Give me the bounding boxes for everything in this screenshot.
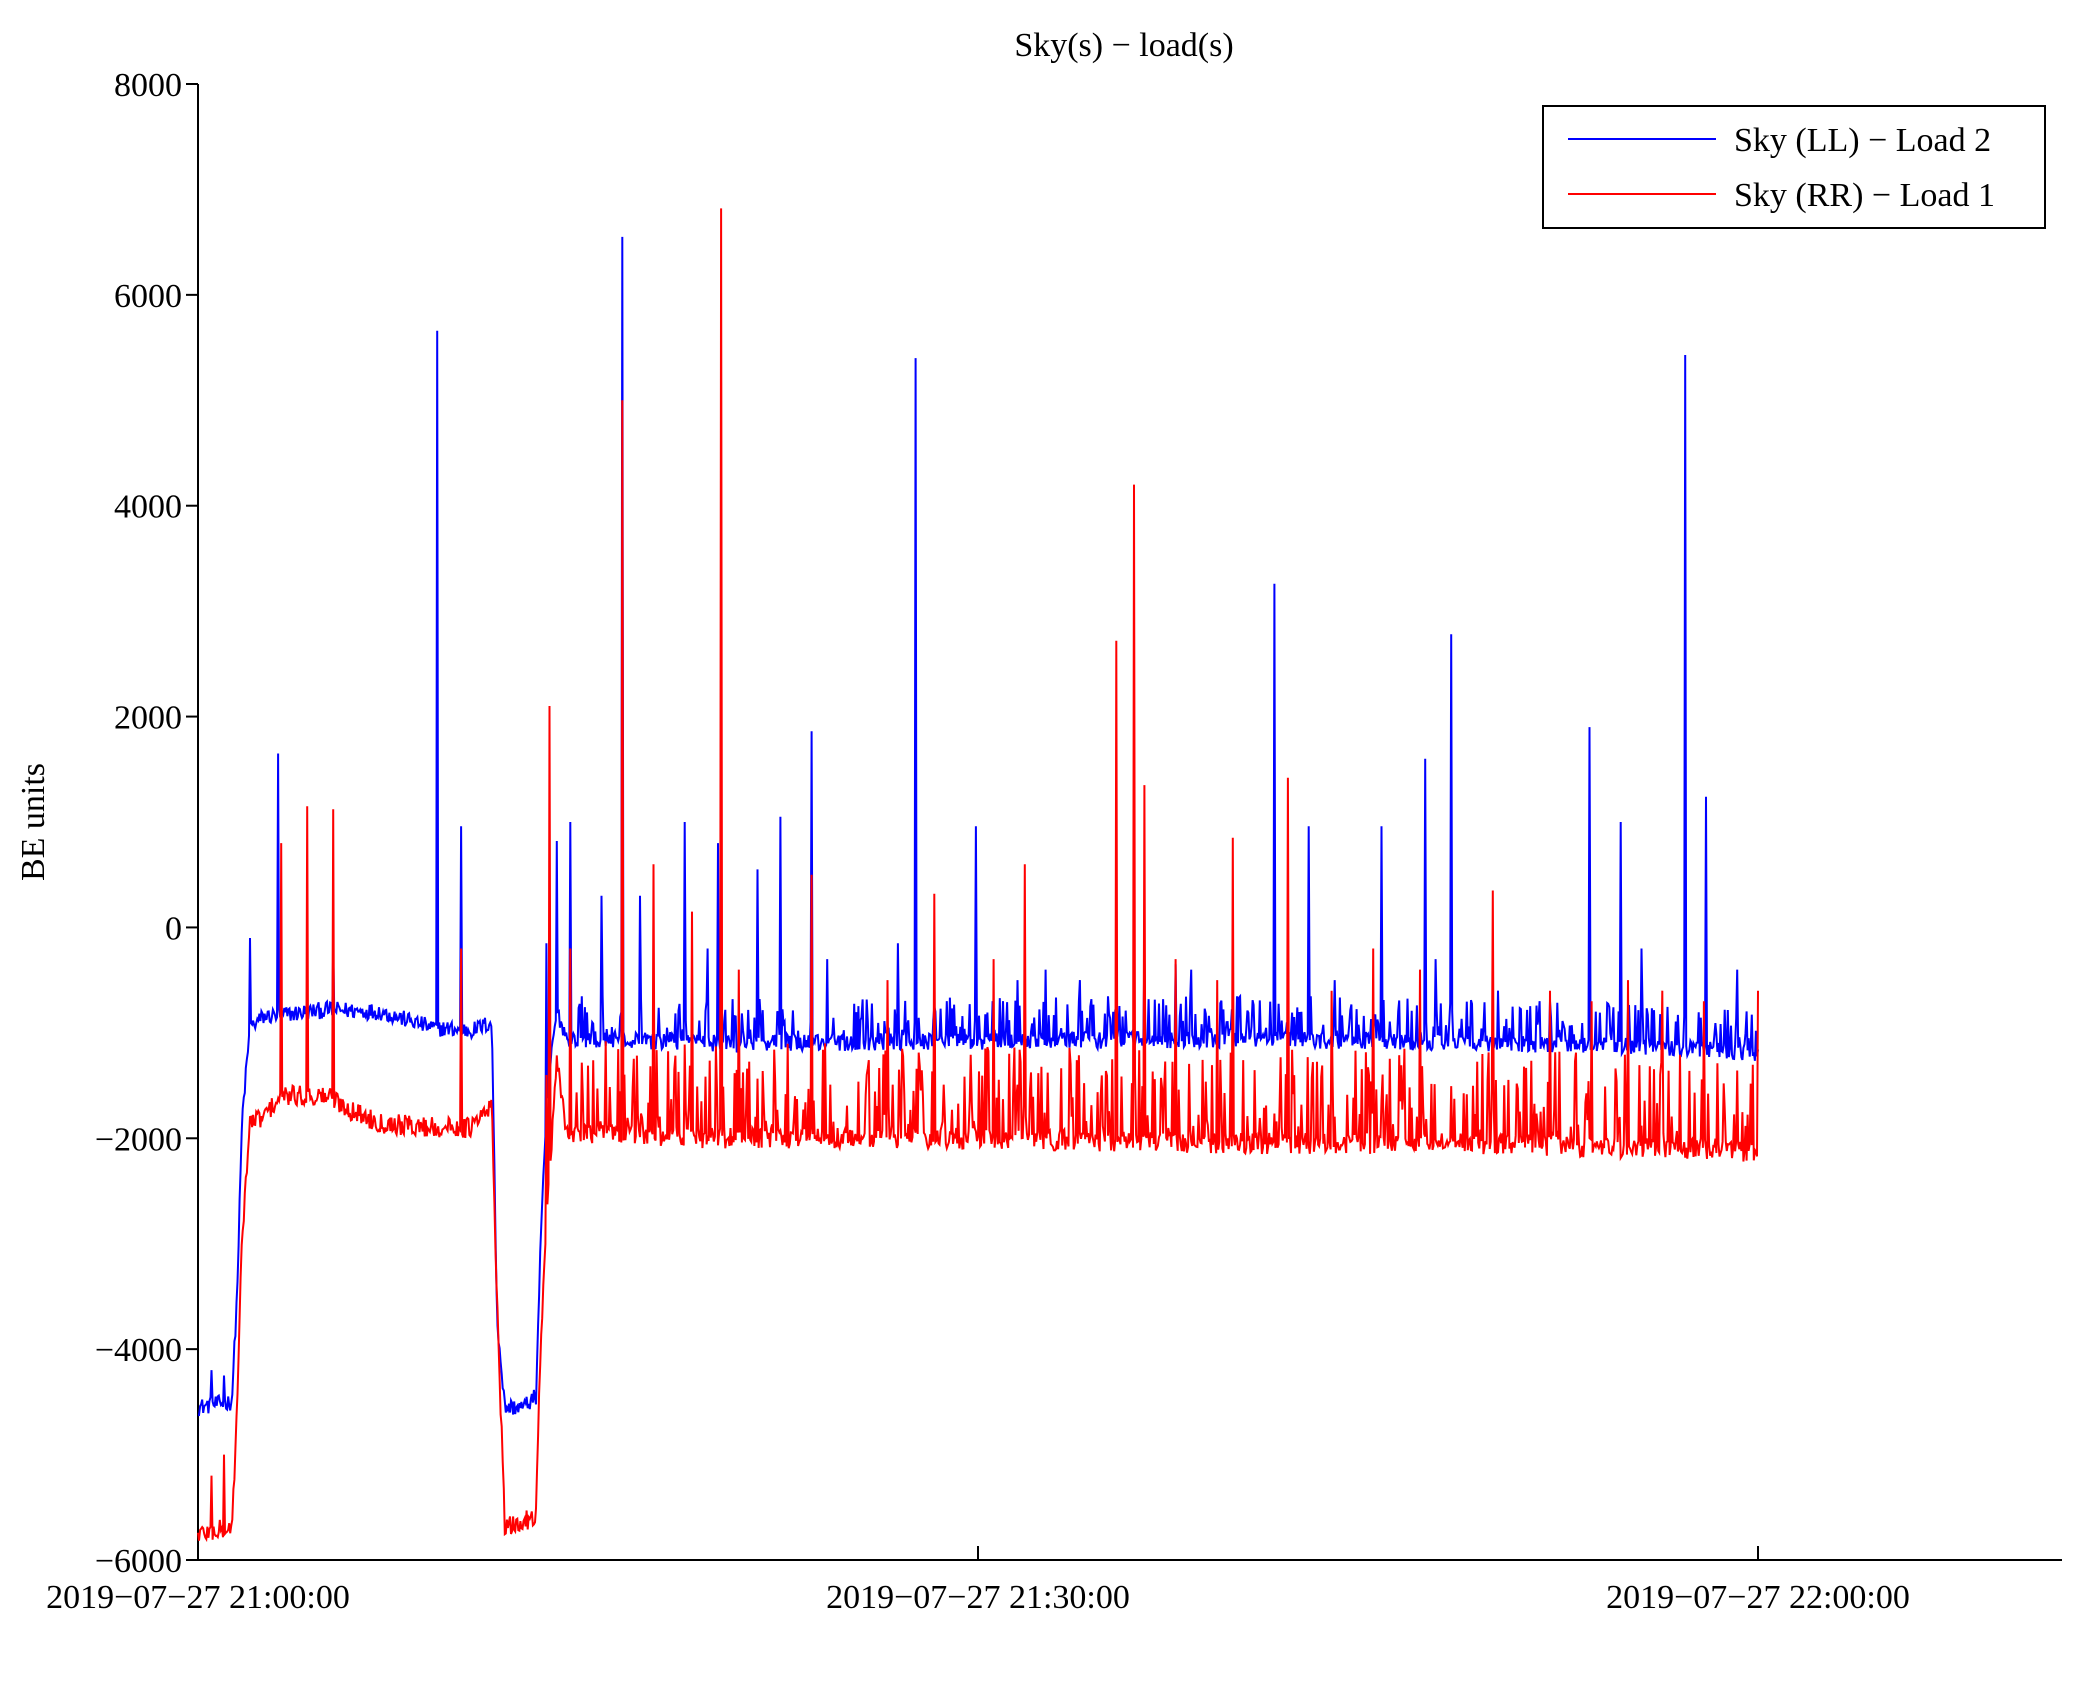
x-ticks: 2019−07−27 21:00:00 2019−07−27 21:30:00 20… bbox=[46, 1546, 1910, 1616]
legend: Sky (LL) − Load 2 Sky (RR) − Load 1 bbox=[1542, 105, 2046, 229]
legend-label-rr: Sky (RR) − Load 1 bbox=[1734, 177, 1995, 214]
series-line-sky-rr-load1[interactable] bbox=[197, 208, 1759, 1543]
y-tick-label: 0 bbox=[165, 910, 182, 947]
y-tick-label: 4000 bbox=[114, 489, 182, 526]
y-tick-label: −4000 bbox=[95, 1332, 182, 1369]
legend-box bbox=[1542, 105, 2046, 229]
y-tick-label: 8000 bbox=[114, 67, 182, 104]
y-tick-label: −2000 bbox=[95, 1121, 182, 1158]
plot-area bbox=[197, 208, 1759, 1543]
y-axis-label: BE units bbox=[15, 763, 52, 881]
series-line-sky-ll-load2[interactable] bbox=[197, 236, 1759, 1417]
x-tick-label: 2019−07−27 22:00:00 bbox=[1606, 1579, 1910, 1616]
y-tick-label: −6000 bbox=[95, 1543, 182, 1580]
y-ticks: −6000 −4000 −2000 0 2000 4000 6000 8000 bbox=[95, 67, 198, 1580]
y-tick-label: 6000 bbox=[114, 278, 182, 315]
x-tick-label: 2019−07−27 21:00:00 bbox=[46, 1579, 350, 1616]
y-tick-label: 2000 bbox=[114, 700, 182, 737]
x-tick-label: 2019−07−27 21:30:00 bbox=[826, 1579, 1130, 1616]
legend-label-ll: Sky (LL) − Load 2 bbox=[1734, 122, 1991, 159]
chart-title: Sky(s) − load(s) bbox=[1014, 27, 1233, 64]
